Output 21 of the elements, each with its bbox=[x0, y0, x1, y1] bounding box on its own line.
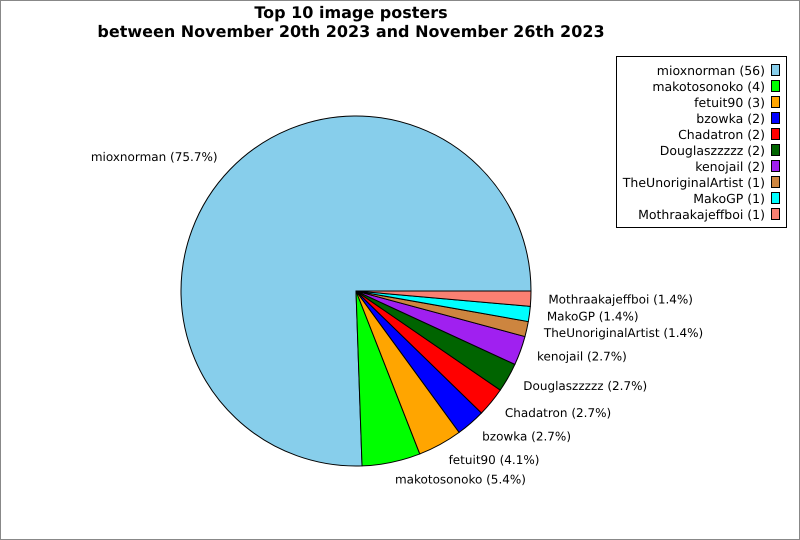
data-label: TheUnoriginalArtist (1.4%) bbox=[542, 326, 704, 340]
data-label: Mothraakajeffboi (1.4%) bbox=[548, 292, 693, 306]
legend-label: mioxnorman (56) bbox=[656, 62, 765, 78]
data-label: mioxnorman (75.7%) bbox=[90, 150, 218, 164]
legend-label: makotosonoko (4) bbox=[652, 78, 765, 94]
data-label: kenojail (2.7%) bbox=[536, 350, 627, 364]
legend-label: kenojail (2) bbox=[695, 158, 765, 174]
legend-label: Chadatron (2) bbox=[678, 126, 765, 142]
legend-label: fetuit90 (3) bbox=[694, 94, 765, 110]
data-label: Douglaszzzzz (2.7%) bbox=[523, 379, 648, 394]
legend-label: bzowka (2) bbox=[696, 110, 765, 126]
data-label: MakoGP (1.4%) bbox=[546, 309, 639, 324]
chart-title: Top 10 image posters between November 20th 2023 and November 26th 2023 bbox=[96, 3, 606, 41]
legend-label: Mothraakajeffboi (1) bbox=[638, 206, 765, 222]
data-label: Chadatron (2.7%) bbox=[504, 406, 612, 420]
data-label: makotosonoko (5.4%) bbox=[394, 472, 526, 487]
legend-label: Douglaszzzzz (2) bbox=[660, 142, 765, 158]
legend-label: MakoGP (1) bbox=[693, 190, 765, 206]
data-label: bzowka (2.7%) bbox=[482, 429, 572, 444]
data-label: fetuit90 (4.1%) bbox=[448, 452, 540, 467]
legend-label: TheUnoriginalArtist (1) bbox=[622, 174, 765, 190]
